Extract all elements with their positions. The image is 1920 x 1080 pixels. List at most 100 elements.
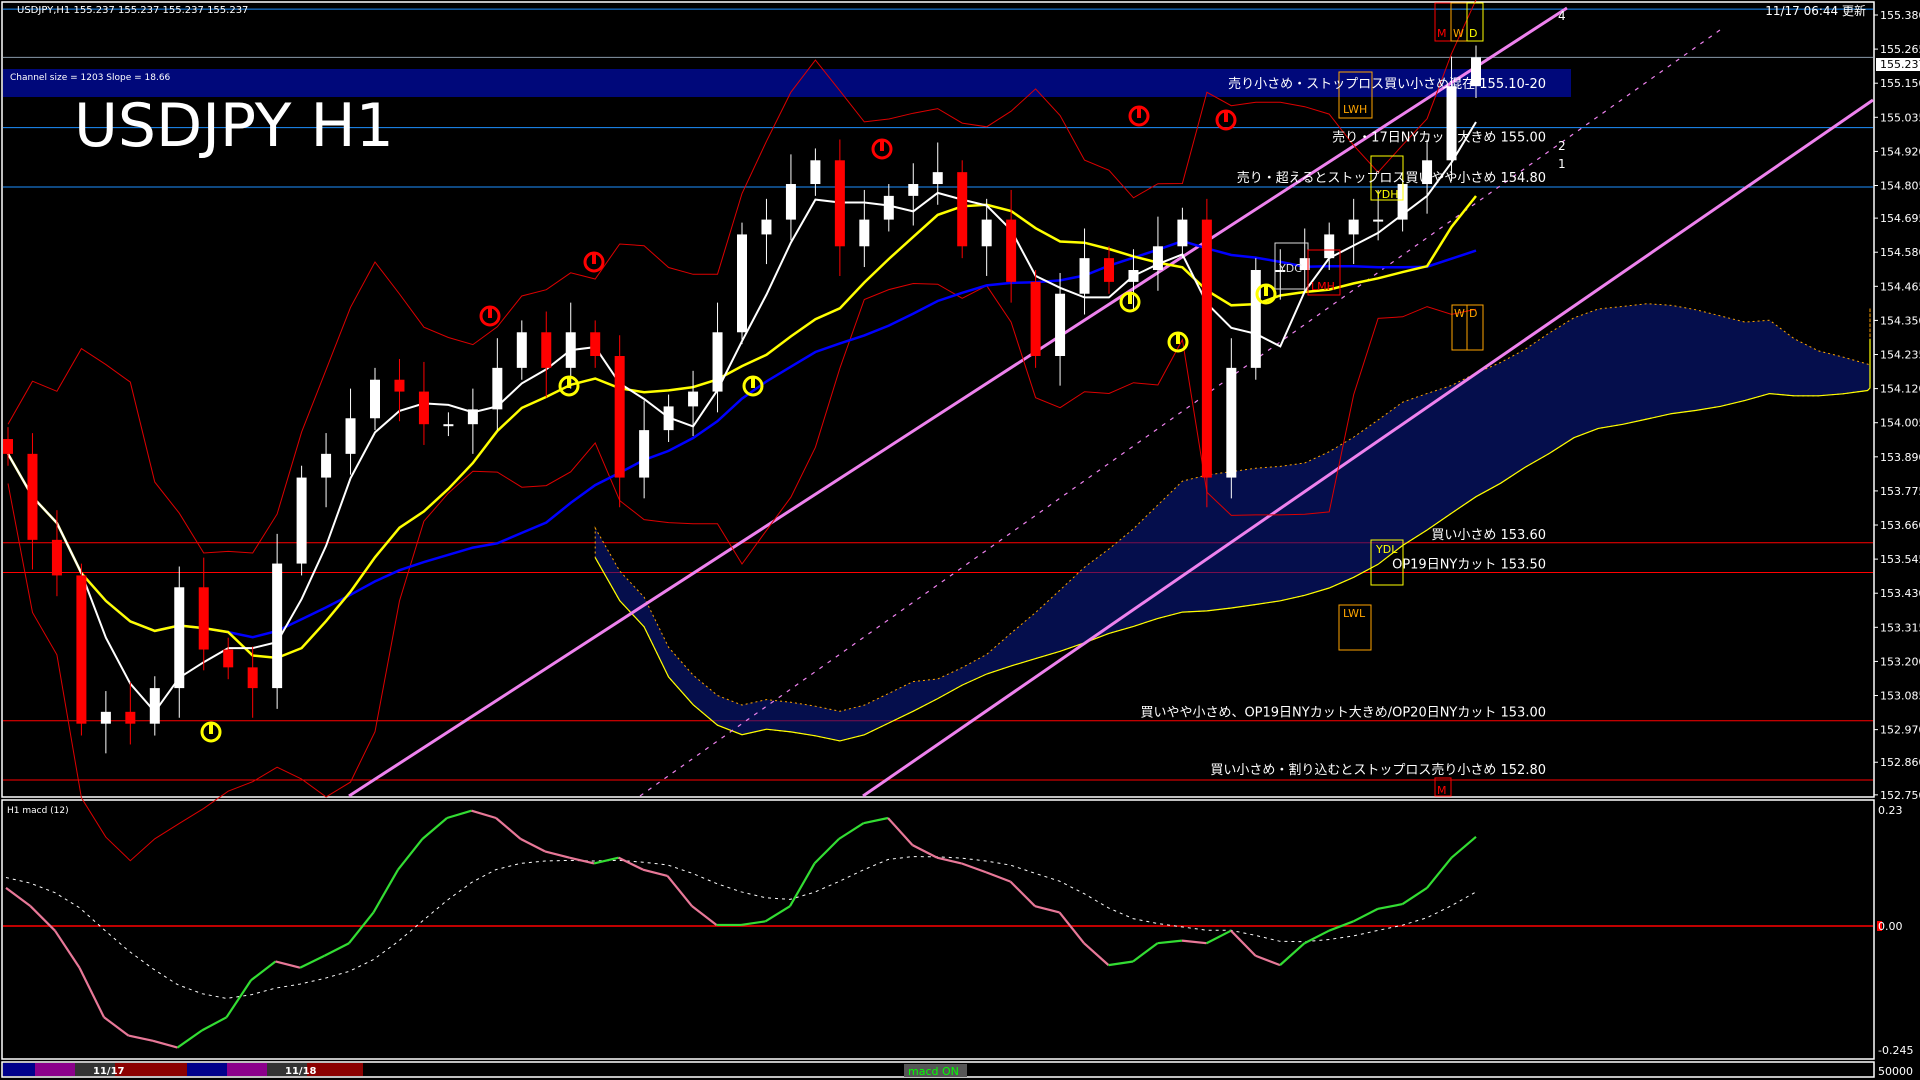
ydl-box — [1370, 539, 1404, 586]
macd-segment — [1132, 942, 1159, 963]
macd-segment — [838, 822, 865, 840]
candle-body — [785, 184, 796, 220]
macd-segment — [961, 862, 987, 874]
macd-segment — [275, 960, 301, 969]
macd-segment — [323, 942, 350, 957]
macd-segment — [128, 1034, 154, 1042]
macd-segment — [1279, 942, 1306, 966]
price-tick-label: 153.430 — [1880, 587, 1920, 600]
candle-body — [418, 391, 429, 425]
price-tick-label: 154.005 — [1880, 417, 1920, 430]
price-tick-label: 154.695 — [1880, 212, 1920, 225]
candle-body — [1104, 258, 1114, 282]
price-annotation: 買い小さめ 153.60 — [1431, 528, 1546, 543]
macd-segment — [201, 1016, 228, 1032]
candle-body — [834, 160, 845, 247]
candle-body — [1030, 281, 1041, 356]
macd-tick-zero: 0.00 — [1878, 920, 1903, 933]
price-tick-label: 154.920 — [1880, 145, 1920, 158]
highlight-band — [3, 69, 1571, 97]
candles — [3, 45, 1481, 754]
macd-segment — [618, 856, 644, 871]
candle-body — [492, 367, 503, 410]
price-tick-label: 154.350 — [1880, 314, 1920, 327]
candle-body — [321, 453, 332, 478]
macd-toggle-button[interactable]: macd ON — [904, 1064, 967, 1078]
channel-label-4: 4 — [1558, 9, 1566, 23]
price-tick-label: 153.545 — [1880, 553, 1920, 566]
candle-body — [27, 453, 38, 540]
time-label-1117: 11/17 — [93, 1066, 125, 1077]
macd-segment — [397, 838, 424, 871]
candle-body — [1006, 219, 1017, 282]
candle-body — [443, 424, 454, 427]
channel-upper-line — [348, 6, 1568, 798]
big-title: USDJPY H1 — [74, 91, 394, 161]
macd-segment — [740, 920, 766, 927]
price-annotation: 売り・超えるとストップロス買いやや小さめ 154.80 — [1237, 170, 1546, 186]
macd-segment — [1377, 903, 1403, 910]
channel-mid-line — [639, 29, 1721, 797]
macd-title: H1 macd (12) — [7, 806, 69, 816]
candle-body — [1128, 270, 1139, 282]
macd-segment — [1083, 942, 1110, 966]
candle-body — [467, 409, 478, 425]
candle-body — [1373, 219, 1384, 222]
price-tick-label: 154.120 — [1880, 383, 1920, 396]
candle-body — [1079, 258, 1090, 294]
price-annotation: 売り小さめ・ストップロス買い小さめ混在 155.10-20 — [1228, 76, 1546, 92]
bollinger-lower — [7, 282, 1477, 862]
candle-body — [345, 418, 356, 454]
macd-segment — [1230, 929, 1257, 957]
bollinger-bands — [7, 0, 1477, 862]
candle-body — [296, 477, 307, 564]
candle-body — [51, 539, 62, 576]
candle-body — [1446, 86, 1457, 161]
lwh-box — [1338, 71, 1373, 119]
candle-body — [737, 234, 747, 333]
candle-body — [590, 332, 601, 356]
candle-body — [859, 219, 870, 247]
price-tick-label: 153.200 — [1880, 655, 1920, 668]
macd-segment — [813, 838, 840, 865]
m-label-low: M — [1437, 784, 1447, 797]
candle-body — [3, 439, 13, 454]
candle-body — [1152, 246, 1163, 271]
price-tick-label: 154.235 — [1880, 349, 1920, 362]
price-tick-label: 155.265 — [1880, 43, 1920, 56]
macd-segment — [1108, 960, 1134, 967]
ydl-label: YDL — [1375, 543, 1398, 556]
lmh-box — [1307, 249, 1341, 296]
current-price-tag — [1876, 58, 1920, 71]
signal-markers — [200, 105, 1277, 743]
macd-segment — [5, 887, 32, 908]
candle-body — [100, 711, 111, 724]
session-time-bar: 11/17 11/18 — [3, 1063, 363, 1077]
macd-segment — [593, 856, 619, 865]
d-label-low: D — [1469, 307, 1477, 320]
macd-segment — [519, 837, 546, 853]
macd-segment — [471, 809, 497, 820]
price-tick-label: 152.750 — [1880, 789, 1920, 802]
macd-segment — [348, 911, 375, 944]
candle-body — [1397, 184, 1408, 220]
regression-channel — [348, 6, 1874, 798]
price-tick-label: 155.035 — [1880, 111, 1920, 124]
candle-body — [712, 332, 723, 392]
price-tick-label: 154.805 — [1880, 180, 1920, 193]
price-tick-label: 155.380 — [1880, 9, 1920, 22]
candle-body — [957, 172, 968, 247]
price-axis: 155.380 155.265 155.150 155.035 154.920 154.8… — [1874, 9, 1920, 802]
candle-body — [1299, 258, 1310, 271]
candle-body — [1226, 367, 1237, 478]
cloud-span-b — [594, 339, 1871, 742]
lwl-box — [1338, 604, 1372, 651]
ma-slow-line — [6, 239, 1477, 639]
channel-info: Channel size = 1203 Slope = 18.66 — [10, 73, 171, 83]
macd-segment — [1034, 905, 1060, 914]
d-box — [1466, 2, 1484, 42]
macd-segment — [1181, 939, 1207, 945]
price-tick-label: 153.775 — [1880, 485, 1920, 498]
update-time: 11/17 06:44 更新 — [1765, 3, 1866, 18]
